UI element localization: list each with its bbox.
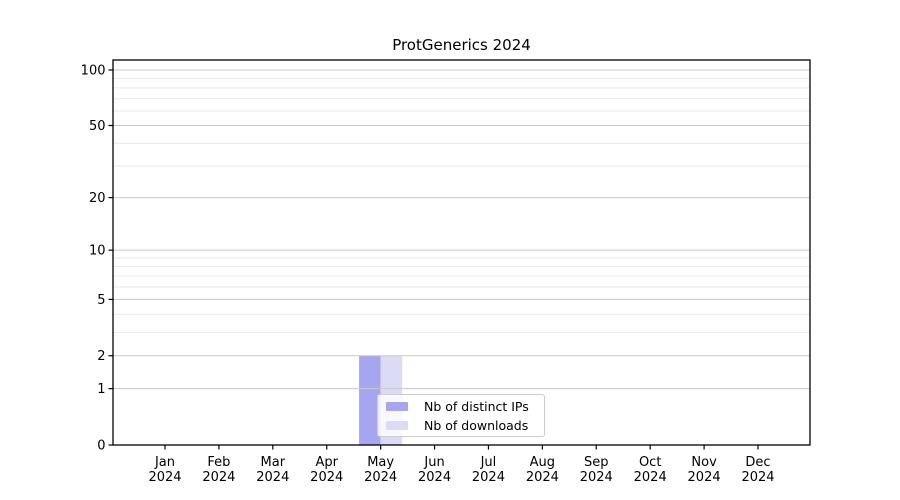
x-tick-label-year: 2024: [364, 470, 397, 485]
x-tick-label-month: Nov: [691, 455, 717, 470]
x-tick-label-year: 2024: [472, 470, 505, 485]
x-tick-label-month: Jan: [154, 455, 175, 470]
x-tick-label-month: Jul: [480, 455, 497, 470]
x-tick-label-month: Sep: [584, 455, 609, 470]
y-tick-label: 5: [97, 293, 105, 308]
y-tick-label: 50: [89, 119, 106, 134]
x-tick-label-year: 2024: [580, 470, 613, 485]
x-tick-label-month: Feb: [207, 455, 230, 470]
x-tick-label-year: 2024: [634, 470, 667, 485]
legend-swatch-downloads: [386, 421, 408, 430]
x-tick-label-month: Oct: [639, 455, 661, 470]
legend-swatch-distinct-ips: [386, 402, 408, 411]
y-tick-label: 2: [97, 349, 105, 364]
y-tick-label: 10: [89, 244, 106, 259]
y-tick-label: 1: [97, 382, 105, 397]
legend-label-distinct-ips: Nb of distinct IPs: [424, 399, 529, 414]
y-tick-label: 100: [81, 63, 106, 78]
y-tick-label: 0: [97, 439, 105, 454]
x-tick-label-year: 2024: [310, 470, 343, 485]
legend-item-downloads: Nb of downloads: [386, 416, 544, 435]
x-tick-label-year: 2024: [688, 470, 721, 485]
x-tick-label-year: 2024: [202, 470, 235, 485]
x-tick-label-year: 2024: [418, 470, 451, 485]
plot-frame: [112, 59, 811, 446]
legend-label-downloads: Nb of downloads: [424, 418, 529, 433]
bar-nb-of-distinct-ips-may: [359, 355, 381, 445]
x-tick-label-month: Apr: [315, 455, 338, 470]
x-tick-label-year: 2024: [148, 470, 181, 485]
legend: Nb of distinct IPs Nb of downloads: [377, 394, 545, 437]
y-tick-label: 20: [89, 191, 106, 206]
x-tick-label-month: Aug: [530, 455, 555, 470]
x-tick-label-year: 2024: [741, 470, 774, 485]
x-tick-label-month: Jun: [423, 455, 444, 470]
x-tick-label-year: 2024: [526, 470, 559, 485]
x-tick-label-month: Mar: [261, 455, 286, 470]
x-tick-label-month: Dec: [745, 455, 770, 470]
chart-title: ProtGenerics 2024: [392, 36, 531, 54]
x-tick-label-month: May: [367, 455, 394, 470]
legend-item-distinct-ips: Nb of distinct IPs: [386, 397, 544, 416]
x-tick-label-year: 2024: [256, 470, 289, 485]
